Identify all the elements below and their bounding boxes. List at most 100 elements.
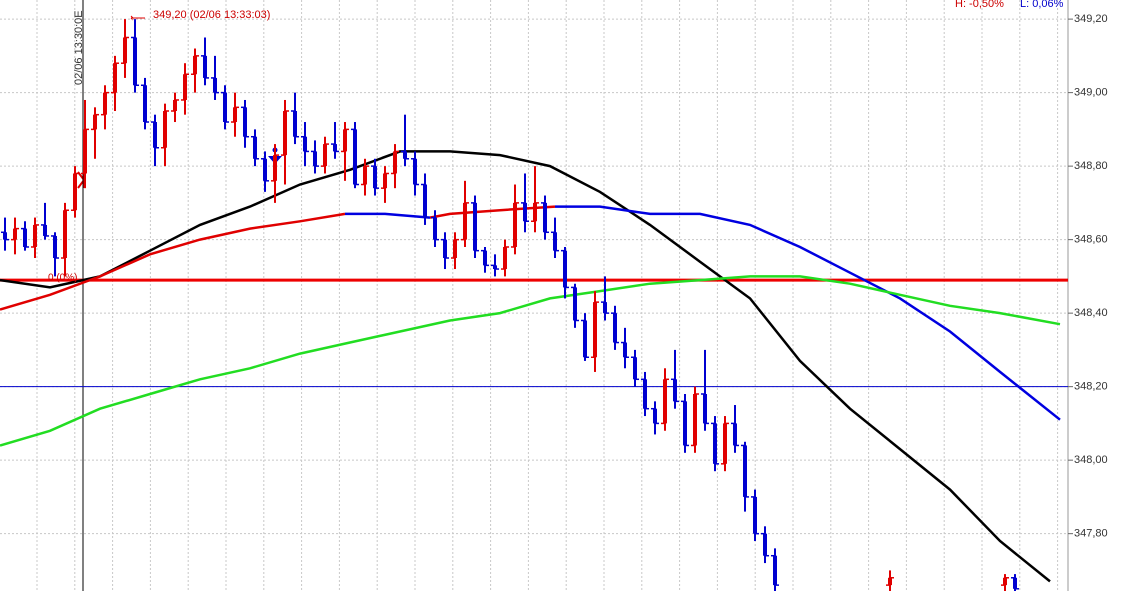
bar-body bbox=[393, 151, 397, 174]
bar-body bbox=[553, 232, 557, 251]
bar-body bbox=[613, 313, 617, 343]
bar-body bbox=[263, 158, 267, 181]
bar-body bbox=[483, 250, 487, 266]
y-tick-label: 348,60 bbox=[1074, 234, 1108, 246]
bar-body bbox=[623, 342, 627, 358]
bar-body bbox=[473, 202, 477, 251]
bar-body bbox=[63, 210, 67, 259]
bar-body bbox=[403, 151, 407, 159]
high-label: 349,20 (02/06 13:33:03) bbox=[153, 9, 270, 21]
bar-body bbox=[333, 144, 337, 152]
bar-body bbox=[563, 250, 567, 288]
bar-body bbox=[753, 496, 757, 534]
bar-body bbox=[23, 228, 27, 247]
bar-body bbox=[453, 239, 457, 259]
bar-body bbox=[888, 577, 892, 586]
bar-body bbox=[253, 136, 257, 159]
bar-body bbox=[3, 232, 7, 240]
bar-body bbox=[733, 423, 737, 446]
bar-body bbox=[183, 74, 187, 100]
bar-body bbox=[243, 107, 247, 137]
bar-body bbox=[133, 37, 137, 86]
l-label: L: 0,06% bbox=[1020, 0, 1064, 10]
h-label: H: -0,50% bbox=[955, 0, 1004, 10]
bar-body bbox=[353, 129, 357, 185]
bar-body bbox=[203, 55, 207, 78]
bar-body bbox=[433, 217, 437, 240]
bar-body bbox=[303, 136, 307, 152]
bar-body bbox=[223, 92, 227, 123]
moving-average bbox=[0, 150, 1051, 583]
bar-body bbox=[213, 77, 217, 93]
bar-body bbox=[1013, 577, 1017, 589]
y-tick-label: 349,20 bbox=[1074, 13, 1108, 25]
y-tick-label: 348,00 bbox=[1074, 454, 1108, 466]
vertical-grid bbox=[36, 0, 1059, 591]
bar-body bbox=[383, 173, 387, 189]
bar-body bbox=[283, 110, 287, 156]
bar-body bbox=[153, 122, 157, 148]
bar-body bbox=[773, 555, 777, 586]
bar-body bbox=[163, 110, 167, 148]
bar-body bbox=[413, 158, 417, 185]
bar-body bbox=[13, 228, 17, 240]
bar-body bbox=[43, 224, 47, 236]
moving-average bbox=[0, 275, 1061, 447]
bar-body bbox=[583, 320, 587, 358]
bar-body bbox=[113, 63, 117, 93]
bar-body bbox=[713, 423, 717, 464]
bar-body bbox=[273, 155, 277, 181]
bar-body bbox=[523, 202, 527, 222]
bar-body bbox=[763, 533, 767, 556]
bar-body bbox=[693, 394, 697, 446]
bar-body bbox=[83, 129, 87, 174]
bar-body bbox=[363, 166, 367, 185]
bar-body bbox=[343, 129, 347, 152]
bar-body bbox=[313, 151, 317, 167]
y-tick-label: 348,40 bbox=[1074, 307, 1108, 319]
bar-body bbox=[653, 408, 657, 424]
bar-body bbox=[53, 235, 57, 259]
bar-body bbox=[193, 55, 197, 75]
bar-body bbox=[513, 202, 517, 247]
y-tick-label: 348,80 bbox=[1074, 160, 1108, 172]
bar-body bbox=[673, 379, 677, 402]
bar-body bbox=[723, 423, 727, 464]
bar-body bbox=[73, 173, 77, 211]
y-tick-label: 349,00 bbox=[1074, 87, 1108, 99]
moving-average bbox=[345, 205, 1061, 421]
bar-body bbox=[593, 302, 597, 358]
bar-body bbox=[1003, 577, 1007, 586]
bar-body bbox=[463, 202, 467, 240]
bar-body bbox=[503, 246, 507, 270]
bar-body bbox=[173, 99, 177, 111]
time-label: 02/06 13:30:0E bbox=[73, 10, 85, 85]
y-tick-label: 348,20 bbox=[1074, 381, 1108, 393]
bar-body bbox=[573, 287, 577, 321]
bar-body bbox=[643, 379, 647, 409]
zero-label: 0 (0%) bbox=[48, 273, 77, 284]
bar-body bbox=[93, 114, 97, 130]
bar-body bbox=[743, 445, 747, 497]
bar-body bbox=[543, 202, 547, 233]
bar-body bbox=[233, 107, 237, 123]
bar-body bbox=[293, 110, 297, 137]
bar-body bbox=[703, 394, 707, 424]
bar-body bbox=[533, 202, 537, 222]
bar-body bbox=[603, 302, 607, 314]
bar-body bbox=[143, 85, 147, 123]
bar-body bbox=[323, 144, 327, 167]
bar-body bbox=[663, 379, 667, 424]
bar-body bbox=[423, 184, 427, 218]
bar-body bbox=[33, 224, 37, 247]
bar-body bbox=[493, 265, 497, 270]
bar-body bbox=[683, 401, 687, 446]
y-tick-label: 347,80 bbox=[1074, 528, 1108, 540]
bar-body bbox=[373, 166, 377, 189]
bar-body bbox=[443, 239, 447, 259]
bar-body bbox=[103, 92, 107, 115]
bar-body bbox=[633, 357, 637, 380]
bar-body bbox=[123, 37, 127, 64]
